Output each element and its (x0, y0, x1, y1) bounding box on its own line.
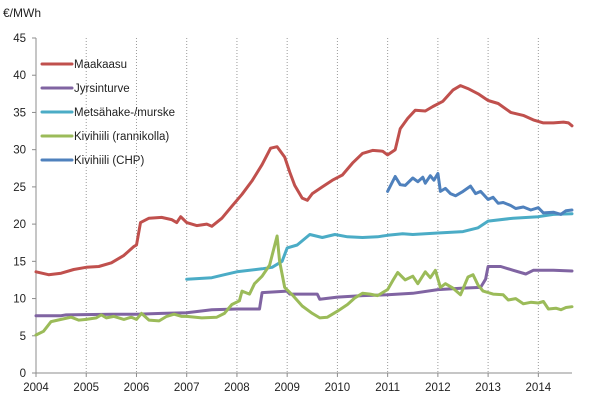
legend-label-kivihiili-rannikolla: Kivihiili (rannikolla) (74, 131, 169, 143)
legend-label-maakaasu: Maakaasu (74, 59, 127, 71)
legend-label-mets-hake-murske: Metsähake-/murske (74, 107, 175, 119)
x-tick-label: 2012 (425, 382, 451, 394)
series-line-maakaasu (34, 84, 574, 277)
x-tick-label: 2005 (73, 382, 99, 394)
x-tick-label: 2013 (475, 382, 501, 394)
y-tick-label: 0 (20, 368, 26, 380)
series-line-jyrsinturve (34, 265, 574, 318)
series-line-mets-hake-murske (185, 212, 574, 281)
y-tick-label: 35 (13, 107, 26, 119)
series-line-kivihiili-chp (386, 172, 574, 216)
x-tick-label: 2010 (325, 382, 351, 394)
y-tick-label: 15 (13, 256, 26, 268)
x-tick-label: 2011 (375, 382, 400, 394)
y-tick-label: 30 (13, 145, 26, 157)
legend: Maakaasu Jyrsinturve Metsähake-/murske Kivi… (40, 59, 175, 167)
y-tick-label: 45 (13, 33, 26, 45)
x-tick-label: 2007 (174, 382, 200, 394)
series-line-kivihiili-rannikolla (34, 234, 574, 337)
y-tick-label: 25 (13, 182, 26, 194)
x-tick-label: 2008 (224, 382, 250, 394)
legend-label-jyrsinturve: Jyrsinturve (74, 83, 130, 95)
series-lines (34, 84, 574, 337)
legend-label-kivihiili-chp: Kivihiili (CHP) (74, 155, 144, 167)
y-tick-label: 10 (13, 294, 26, 306)
y-tick-label: 5 (20, 331, 26, 343)
y-tick-label: 20 (13, 219, 26, 231)
x-tick-label: 2004 (23, 382, 49, 394)
x-tick-label: 2009 (274, 382, 300, 394)
y-axis-unit-label: €/MWh (3, 6, 41, 20)
axes: 0 5 10 15 20 25 30 35 40 45 2004 2005 2006 2007 2008 20… (13, 33, 572, 394)
x-tick-label: 2006 (124, 382, 150, 394)
x-tick-label: 2014 (526, 382, 552, 394)
y-tick-label: 40 (13, 70, 26, 82)
